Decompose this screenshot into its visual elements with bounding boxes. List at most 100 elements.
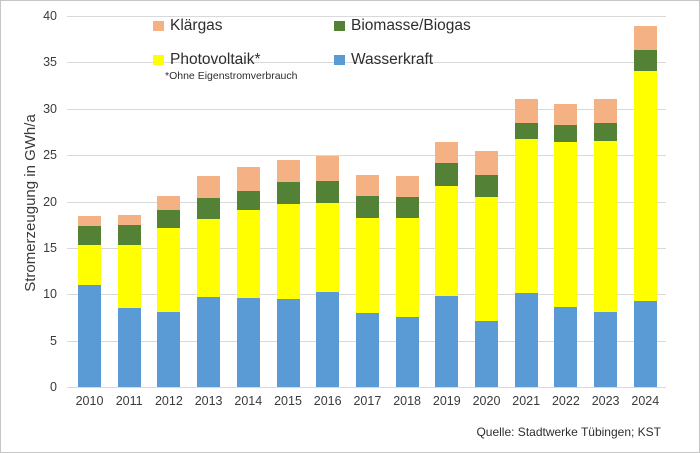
y-tick-label: 40 (43, 9, 57, 23)
y-axis-title: Stromerzeugung in GWh/a (22, 114, 39, 292)
bar-segment-2018-photovoltaik (395, 218, 419, 318)
bar-segment-2013-biomassebiogas (197, 197, 221, 220)
gridline (67, 62, 666, 64)
bar-segment-2016-wasserkraft (316, 292, 340, 387)
bar-segment-2015-wasserkraft (276, 298, 300, 387)
x-tick-label: 2014 (234, 394, 263, 408)
bar-segment-2021-photovoltaik (514, 139, 538, 294)
legend-swatch-wasserkraft (334, 55, 345, 65)
bar-segment-2023-photovoltaik (594, 141, 618, 312)
legend-swatch-klaergas (153, 21, 164, 31)
bar-segment-2024-photovoltaik (633, 70, 657, 301)
y-tick-label: 0 (50, 380, 57, 394)
bar-segment-2010-photovoltaik (78, 245, 101, 285)
y-tick-label: 30 (43, 101, 57, 116)
bar-segment-2011-biomassebiogas (117, 224, 141, 246)
bar-segment-2013-photovoltaik (197, 219, 221, 298)
legend-item-photovoltaik: Photovoltaik* (153, 51, 260, 69)
x-tick-label: 2010 (75, 394, 104, 408)
bar-segment-2020-klrgas (475, 151, 498, 175)
bar-segment-2020-wasserkraft (475, 321, 498, 387)
bar-segment-2021-klrgas (514, 98, 538, 123)
legend-label-photovoltaik: Photovoltaik* (170, 51, 261, 68)
bar-segment-2014-biomassebiogas (236, 191, 260, 210)
bar-segment-2015-photovoltaik (276, 204, 300, 299)
bar-segment-2018-wasserkraft (395, 317, 419, 387)
x-tick-label: 2016 (313, 394, 342, 408)
bar-segment-2010-wasserkraft (78, 284, 101, 387)
bar-segment-2014-wasserkraft (236, 297, 260, 387)
x-tick-label: 2021 (512, 394, 541, 408)
bar-segment-2013-klrgas (197, 175, 221, 198)
legend-swatch-biomasse (334, 21, 345, 31)
bar-segment-2019-klrgas (435, 142, 459, 164)
bar-segment-2011-photovoltaik (117, 245, 141, 309)
bar-segment-2019-biomassebiogas (435, 163, 459, 186)
bar-segment-2023-klrgas (594, 98, 618, 123)
bar-segment-2022-wasserkraft (554, 307, 578, 387)
bar-segment-2017-wasserkraft (355, 312, 379, 387)
legend-item-wasserkraft: Wasserkraft (334, 51, 433, 69)
bar-segment-2017-photovoltaik (355, 218, 379, 313)
bar-segment-2016-klrgas (316, 156, 340, 182)
bar-segment-2011-wasserkraft (117, 308, 141, 387)
x-tick-label: 2015 (274, 394, 302, 408)
bar-segment-2010-klrgas (78, 216, 101, 226)
legend-label-biomasse: Biomasse/Biogas (351, 17, 471, 34)
bar-segment-2018-biomassebiogas (395, 196, 419, 219)
bar-segment-2024-klrgas (633, 26, 657, 51)
bar-segment-2020-photovoltaik (475, 196, 498, 322)
bar-segment-2012-wasserkraft (157, 311, 181, 387)
bar-segment-2020-biomassebiogas (475, 174, 498, 197)
bar-segment-2019-wasserkraft (435, 296, 459, 387)
bar-segment-2023-biomassebiogas (594, 122, 618, 142)
bar-segment-2012-photovoltaik (157, 228, 181, 312)
x-tick-label: 2019 (432, 394, 461, 408)
bar-segment-2022-photovoltaik (554, 142, 578, 308)
bar-segment-2022-klrgas (554, 104, 578, 126)
x-tick-label: 2013 (194, 394, 223, 408)
source-note: Quelle: Stadtwerke Tübingen; KST (476, 425, 661, 439)
bar-segment-2016-photovoltaik (316, 203, 340, 293)
bar-segment-2014-photovoltaik (236, 209, 260, 298)
y-tick-label: 25 (43, 148, 57, 163)
legend-label-klaergas: Klärgas (170, 17, 223, 34)
x-tick-label: 2024 (631, 394, 660, 408)
bar-segment-2014-klrgas (236, 167, 260, 192)
bar-segment-2013-wasserkraft (197, 297, 221, 387)
legend-swatch-photovoltaik (153, 55, 164, 65)
x-tick-label: 2022 (551, 394, 580, 408)
y-tick-label: 20 (43, 194, 57, 209)
gridline (67, 387, 666, 388)
x-tick-label: 2017 (353, 394, 382, 408)
bar-segment-2012-klrgas (157, 195, 181, 210)
x-tick-label: 2020 (472, 394, 501, 408)
bar-segment-2011-klrgas (117, 215, 141, 225)
legend-label-wasserkraft: Wasserkraft (351, 51, 434, 68)
legend-footnote: *Ohne Eigenstromverbrauch (165, 70, 298, 82)
gridline (67, 155, 666, 157)
bar-segment-2019-photovoltaik (435, 185, 459, 297)
bar-segment-2024-biomassebiogas (633, 50, 657, 71)
gridline (67, 16, 666, 17)
bar-segment-2017-biomassebiogas (355, 195, 379, 219)
bar-segment-2023-wasserkraft (594, 311, 618, 387)
y-tick-label: 5 (50, 333, 57, 348)
bar-segment-2024-wasserkraft (633, 300, 657, 387)
x-tick-label: 2023 (591, 394, 620, 408)
bar-segment-2017-klrgas (355, 174, 379, 196)
legend-item-klaergas: Klärgas (153, 17, 223, 35)
bar-segment-2021-wasserkraft (514, 293, 538, 387)
y-tick-label: 10 (43, 287, 57, 302)
bar-segment-2015-biomassebiogas (276, 182, 300, 205)
bar-segment-2015-klrgas (276, 159, 300, 182)
bar-segment-2018-klrgas (395, 176, 419, 197)
y-tick-label: 35 (43, 55, 57, 70)
bar-segment-2012-biomassebiogas (157, 209, 181, 229)
gridline (67, 108, 666, 110)
bar-segment-2010-biomassebiogas (78, 225, 101, 246)
legend-item-biomasse: Biomasse/Biogas (334, 17, 471, 35)
x-tick-label: 2012 (154, 394, 183, 408)
bar-segment-2016-biomassebiogas (316, 181, 340, 204)
